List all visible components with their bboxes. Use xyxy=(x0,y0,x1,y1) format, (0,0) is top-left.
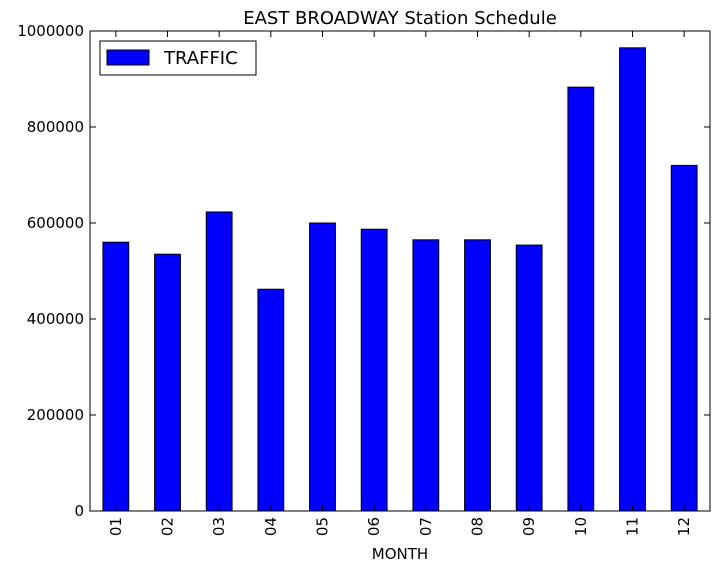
legend-swatch xyxy=(106,49,150,66)
chart-title: EAST BROADWAY Station Schedule xyxy=(243,8,557,29)
y-tick-label: 800000 xyxy=(27,118,84,136)
x-tick-label-08: 08 xyxy=(469,517,487,536)
bar-10 xyxy=(567,86,595,512)
bar-03 xyxy=(205,211,233,512)
bar-12 xyxy=(670,164,698,512)
x-axis-label: MONTH xyxy=(372,545,428,563)
x-tick-label-07: 07 xyxy=(417,517,435,536)
bar-06 xyxy=(360,228,388,512)
legend-label-traffic: TRAFFIC xyxy=(163,48,238,69)
bar-01 xyxy=(102,241,130,512)
bar-11 xyxy=(619,47,646,512)
bar-02 xyxy=(154,253,181,512)
plot-area xyxy=(90,31,710,511)
y-tick-label: 200000 xyxy=(27,406,84,424)
x-tick-label-01: 01 xyxy=(107,517,125,536)
bar-08 xyxy=(464,239,491,512)
x-tick-label-10: 10 xyxy=(572,517,590,536)
bar-07 xyxy=(412,239,440,512)
y-tick-label: 1000000 xyxy=(17,22,84,40)
x-tick-label-03: 03 xyxy=(210,517,228,536)
x-tick-label-06: 06 xyxy=(365,517,383,536)
legend: TRAFFIC xyxy=(99,40,257,76)
y-tick-label: 0 xyxy=(74,502,84,520)
x-tick-label-02: 02 xyxy=(159,517,177,536)
x-tick-label-11: 11 xyxy=(624,517,642,536)
x-tick-label-12: 12 xyxy=(675,517,693,536)
bar-04 xyxy=(257,288,285,512)
bar-09 xyxy=(515,244,543,512)
x-tick-label-09: 09 xyxy=(520,517,538,536)
y-axis: 0 200000 400000 600000 800000 1000000 xyxy=(17,22,710,520)
x-tick-label-04: 04 xyxy=(262,517,280,536)
bars-layer xyxy=(102,47,698,512)
y-tick-label: 400000 xyxy=(27,310,84,328)
bar-05 xyxy=(309,222,336,512)
x-axis: 01 02 03 04 05 06 07 08 09 10 11 12 xyxy=(107,31,693,536)
x-tick-label-05: 05 xyxy=(314,517,332,536)
y-tick-label: 600000 xyxy=(27,214,84,232)
plot-border xyxy=(89,30,711,512)
